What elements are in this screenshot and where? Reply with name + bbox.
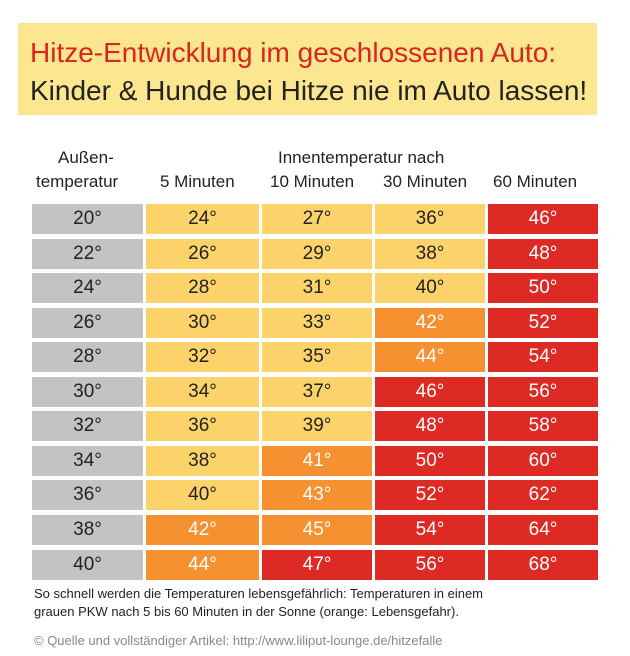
cell-5min-row-7: 38° bbox=[146, 446, 259, 476]
cell-10min-row-6: 39° bbox=[262, 411, 372, 441]
cell-60min-row-5: 56° bbox=[488, 377, 598, 407]
cell-60min-row-10: 68° bbox=[488, 550, 598, 580]
cell-5min-row-9: 42° bbox=[146, 515, 259, 545]
title-line-2: Kinder & Hunde bei Hitze nie im Auto las… bbox=[30, 75, 588, 106]
cell-5min-row-10: 44° bbox=[146, 550, 259, 580]
cell-30min-row-3: 42° bbox=[375, 308, 485, 338]
cell-30min-row-2: 40° bbox=[375, 273, 485, 303]
header-col-10min: 10 Minuten bbox=[270, 172, 355, 191]
cell-outside-row-6: 32° bbox=[32, 411, 143, 441]
title-banner: Hitze-Entwicklung im geschlossenen Auto:… bbox=[18, 23, 597, 115]
cell-5min-row-1: 26° bbox=[146, 239, 259, 269]
cell-10min-row-8: 43° bbox=[262, 480, 372, 510]
cell-30min-row-1: 38° bbox=[375, 239, 485, 269]
cell-60min-row-2: 50° bbox=[488, 273, 598, 303]
footnote-line-2: grauen PKW nach 5 bis 60 Minuten in der … bbox=[34, 604, 459, 619]
cell-5min-row-8: 40° bbox=[146, 480, 259, 510]
cell-5min-row-0: 24° bbox=[146, 204, 259, 234]
title-line-1: Hitze-Entwicklung im geschlossenen Auto: bbox=[30, 37, 557, 68]
cell-60min-row-3: 52° bbox=[488, 308, 598, 338]
header-inside-group: Innentemperatur nach bbox=[278, 148, 445, 167]
cell-10min-row-10: 47° bbox=[262, 550, 372, 580]
cell-outside-row-8: 36° bbox=[32, 480, 143, 510]
cell-60min-row-8: 62° bbox=[488, 480, 598, 510]
cell-outside-row-10: 40° bbox=[32, 550, 143, 580]
header-col-30min: 30 Minuten bbox=[383, 172, 468, 191]
header-outside-line-1: Außen- bbox=[58, 148, 114, 167]
cell-5min-row-2: 28° bbox=[146, 273, 259, 303]
cell-30min-row-5: 46° bbox=[375, 377, 485, 407]
cell-5min-row-5: 34° bbox=[146, 377, 259, 407]
cell-outside-row-1: 22° bbox=[32, 239, 143, 269]
cell-30min-row-0: 36° bbox=[375, 204, 485, 234]
cell-outside-row-2: 24° bbox=[32, 273, 143, 303]
cell-60min-row-9: 64° bbox=[488, 515, 598, 545]
cell-outside-row-5: 30° bbox=[32, 377, 143, 407]
header-outside-line-2: temperatur bbox=[36, 172, 119, 191]
cell-5min-row-6: 36° bbox=[146, 411, 259, 441]
cell-30min-row-9: 54° bbox=[375, 515, 485, 545]
footnote-line-1: So schnell werden die Temperaturen leben… bbox=[34, 586, 484, 601]
cell-10min-row-3: 33° bbox=[262, 308, 372, 338]
header-col-5min: 5 Minuten bbox=[160, 172, 235, 191]
cell-outside-row-0: 20° bbox=[32, 204, 143, 234]
cell-60min-row-6: 58° bbox=[488, 411, 598, 441]
cell-5min-row-4: 32° bbox=[146, 342, 259, 372]
cell-5min-row-3: 30° bbox=[146, 308, 259, 338]
cell-60min-row-0: 46° bbox=[488, 204, 598, 234]
cell-outside-row-3: 26° bbox=[32, 308, 143, 338]
header-col-60min: 60 Minuten bbox=[493, 172, 578, 191]
cell-outside-row-4: 28° bbox=[32, 342, 143, 372]
cell-10min-row-7: 41° bbox=[262, 446, 372, 476]
cell-60min-row-1: 48° bbox=[488, 239, 598, 269]
cell-outside-row-9: 38° bbox=[32, 515, 143, 545]
cell-10min-row-9: 45° bbox=[262, 515, 372, 545]
source-credit: © Quelle und vollständiger Artikel: http… bbox=[34, 633, 443, 648]
cell-10min-row-0: 27° bbox=[262, 204, 372, 234]
cell-10min-row-1: 29° bbox=[262, 239, 372, 269]
cell-30min-row-4: 44° bbox=[375, 342, 485, 372]
cell-10min-row-4: 35° bbox=[262, 342, 372, 372]
cell-10min-row-5: 37° bbox=[262, 377, 372, 407]
cell-30min-row-8: 52° bbox=[375, 480, 485, 510]
cell-10min-row-2: 31° bbox=[262, 273, 372, 303]
cell-60min-row-7: 60° bbox=[488, 446, 598, 476]
cell-outside-row-7: 34° bbox=[32, 446, 143, 476]
cell-30min-row-6: 48° bbox=[375, 411, 485, 441]
cell-60min-row-4: 54° bbox=[488, 342, 598, 372]
cell-30min-row-10: 56° bbox=[375, 550, 485, 580]
cell-30min-row-7: 50° bbox=[375, 446, 485, 476]
